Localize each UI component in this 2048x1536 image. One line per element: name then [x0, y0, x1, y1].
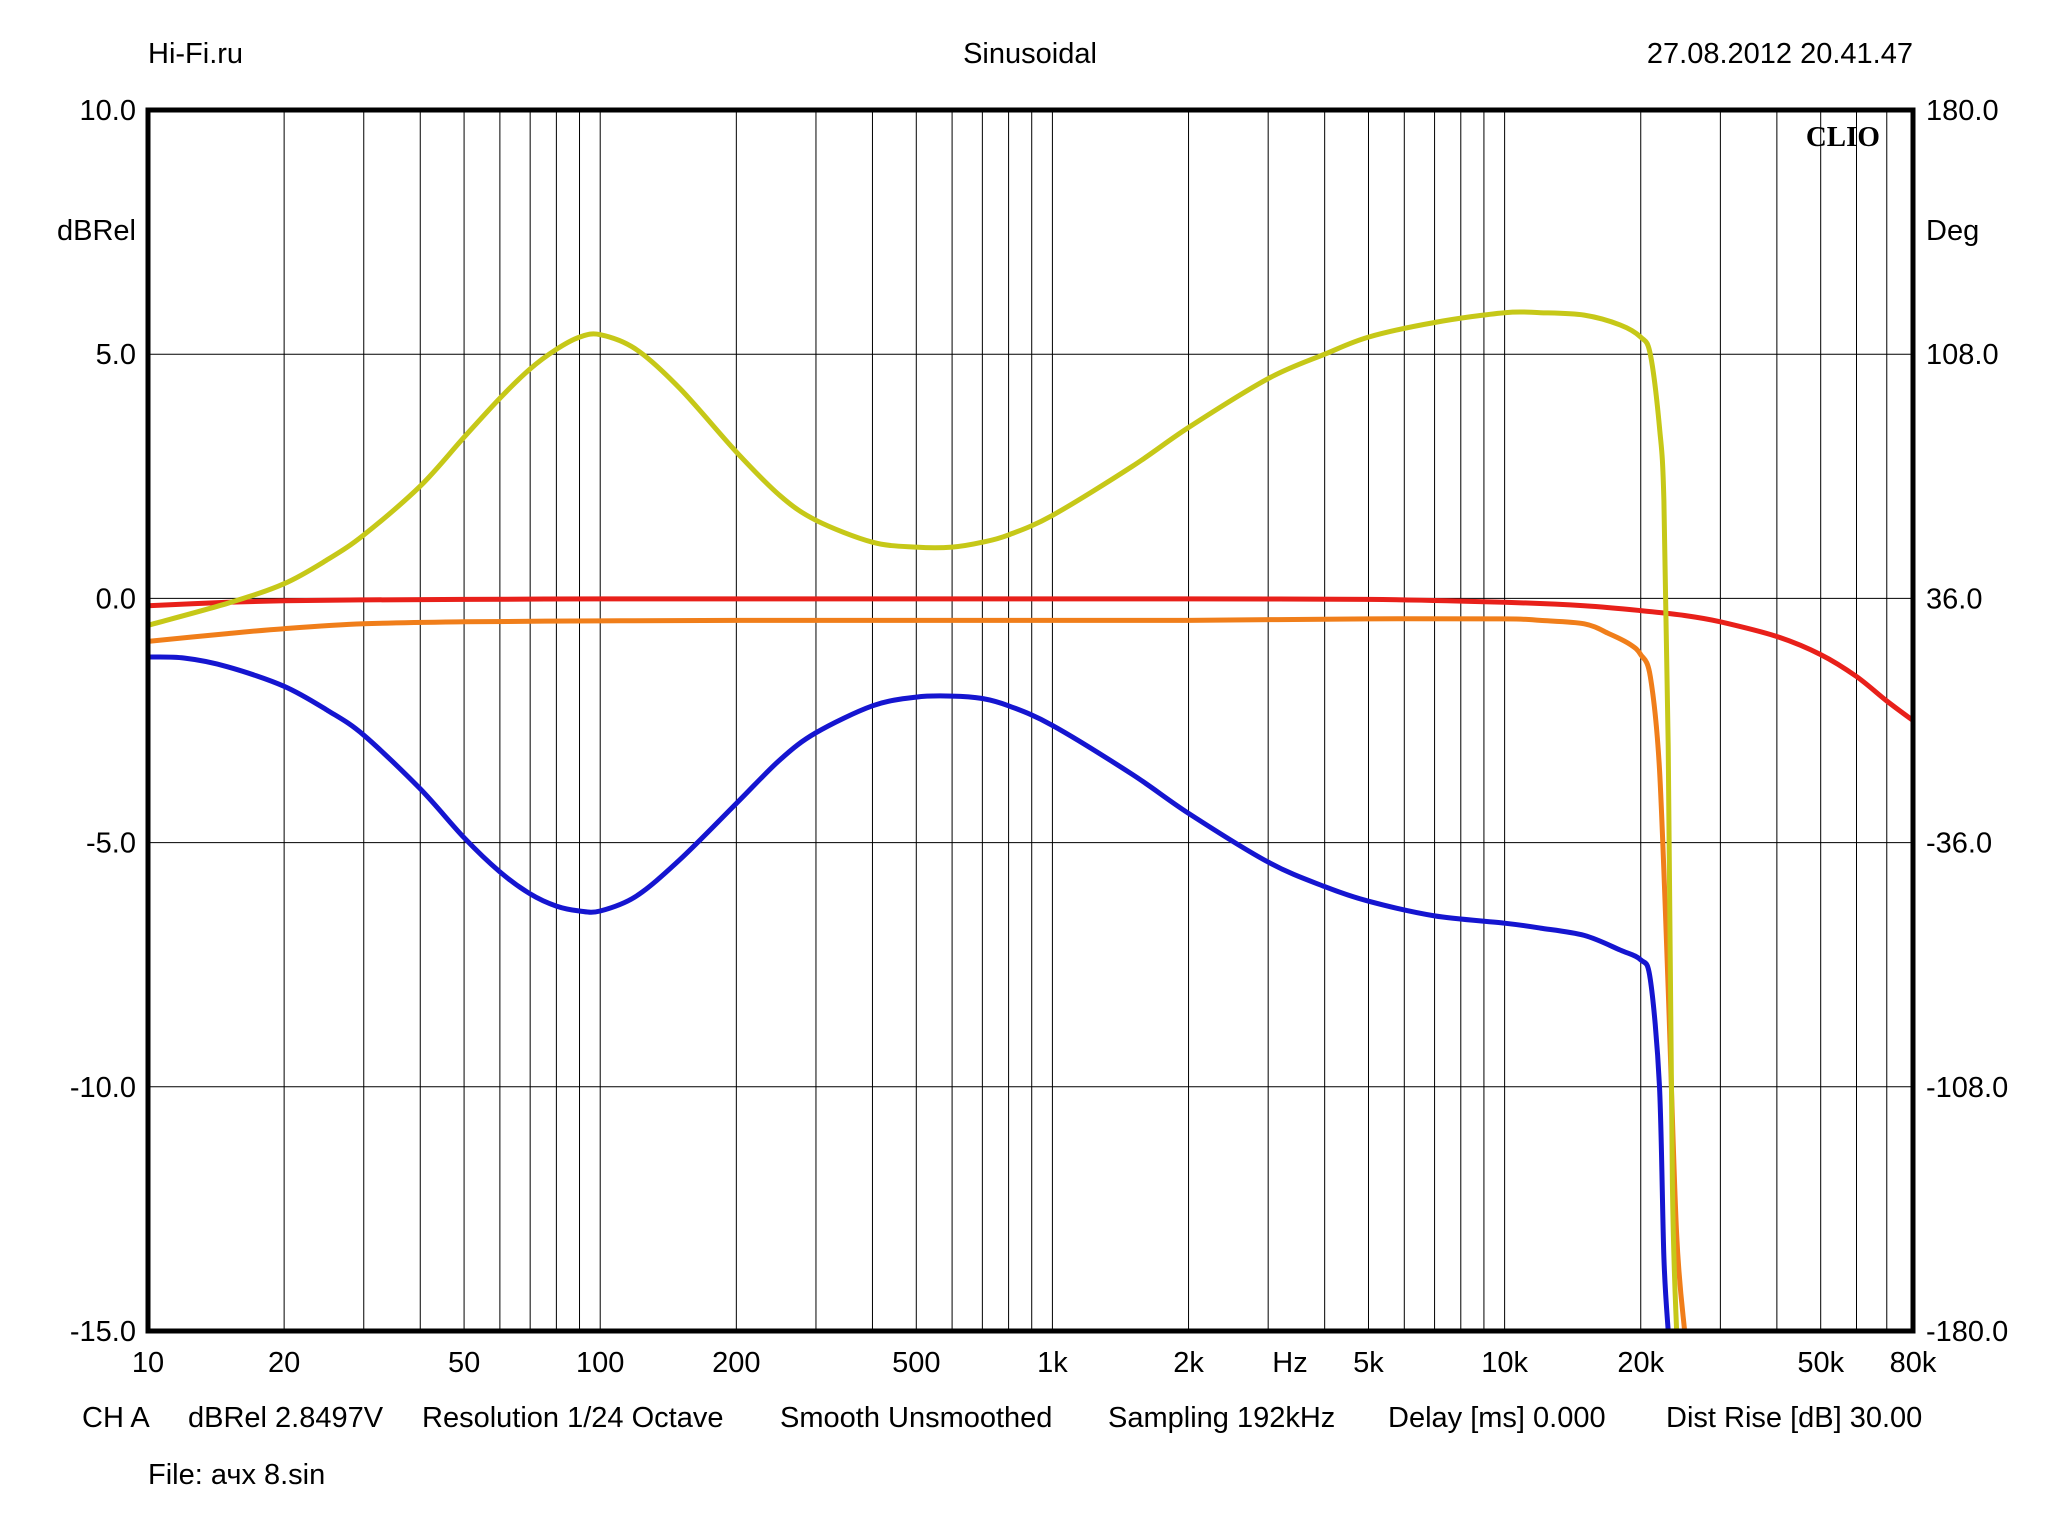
clio-logo: CLIO	[1806, 121, 1880, 153]
x-tick-label: 2k	[1173, 1347, 1204, 1379]
footer-sampling: Sampling 192kHz	[1108, 1402, 1335, 1434]
y2-tick-label: 36.0	[1926, 583, 1982, 615]
x-tick-label: 50	[448, 1347, 480, 1379]
y-tick-label: 10.0	[80, 95, 136, 127]
x-tick-labels: 10 20 50 100 200 500 1k 2k 5k 10k 20k 50k 80k	[132, 1347, 1937, 1379]
footer-delay: Delay [ms] 0.000	[1388, 1402, 1606, 1434]
y2-axis-label: Deg	[1926, 215, 1979, 247]
x-tick-label: 10k	[1481, 1347, 1528, 1379]
x-tick-label: 80k	[1890, 1347, 1937, 1379]
y-tick-label: -5.0	[86, 828, 136, 860]
footer-dist-rise: Dist Rise [dB] 30.00	[1666, 1402, 1922, 1434]
x-tick-label: 200	[712, 1347, 760, 1379]
header-right: 27.08.2012 20.41.47	[1647, 38, 1913, 70]
series-group	[148, 309, 1913, 1331]
y-tick-label: 0.0	[96, 583, 136, 615]
header-left: Hi-Fi.ru	[148, 38, 243, 70]
x-tick-label: 5k	[1353, 1347, 1384, 1379]
y2-tick-label: -36.0	[1926, 828, 1992, 860]
x-tick-label: 500	[892, 1347, 940, 1379]
x-tick-label: 10	[132, 1347, 164, 1379]
footer-channel: CH A	[82, 1402, 150, 1434]
x-tick-label: 20	[268, 1347, 300, 1379]
x-tick-label: 100	[576, 1347, 624, 1379]
y-tick-label: -15.0	[70, 1316, 136, 1348]
header-center: Sinusoidal	[963, 38, 1097, 70]
x-tick-label: 1k	[1037, 1347, 1068, 1379]
x-axis-label: Hz	[1272, 1347, 1307, 1379]
y-tick-label: 5.0	[96, 339, 136, 371]
y2-tick-labels: 180.0 108.0 36.0 -36.0 -108.0 -180.0	[1926, 95, 2008, 1348]
footer-units: dBRel 2.8497V	[188, 1402, 384, 1434]
series-line-3	[148, 309, 1680, 1331]
footer-smooth: Smooth Unsmoothed	[780, 1402, 1052, 1434]
grid	[148, 110, 1913, 1331]
x-tick-label: 50k	[1797, 1347, 1844, 1379]
x-tick-label: 20k	[1617, 1347, 1664, 1379]
plot-frame	[145, 107, 1916, 1334]
series-line-1	[148, 596, 1913, 723]
y-tick-label: -10.0	[70, 1072, 136, 1104]
y2-tick-label: 180.0	[1926, 95, 1999, 127]
y2-tick-label: -180.0	[1926, 1316, 2008, 1348]
series-line-4	[148, 654, 1671, 1331]
footer-resolution: Resolution 1/24 Octave	[422, 1402, 723, 1434]
footer-file: File: ачх 8.sin	[148, 1459, 325, 1491]
y-axis-label: dBRel	[57, 215, 136, 247]
y-tick-labels: 10.0 5.0 0.0 -5.0 -10.0 -15.0	[70, 95, 136, 1348]
y2-tick-label: 108.0	[1926, 339, 1999, 371]
series-line-2	[148, 616, 1688, 1331]
y2-tick-label: -108.0	[1926, 1072, 2008, 1104]
